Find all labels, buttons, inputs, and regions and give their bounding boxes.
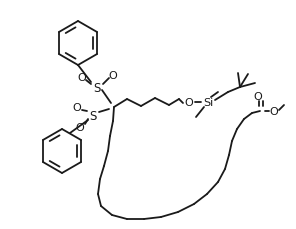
Text: O: O: [109, 71, 118, 81]
Text: O: O: [73, 103, 81, 112]
Text: Si: Si: [203, 98, 213, 108]
Text: O: O: [270, 106, 278, 117]
Text: O: O: [254, 92, 262, 101]
Text: S: S: [89, 109, 97, 122]
Text: O: O: [75, 123, 84, 132]
Text: O: O: [185, 98, 193, 108]
Text: S: S: [93, 81, 101, 94]
Text: O: O: [78, 73, 86, 83]
